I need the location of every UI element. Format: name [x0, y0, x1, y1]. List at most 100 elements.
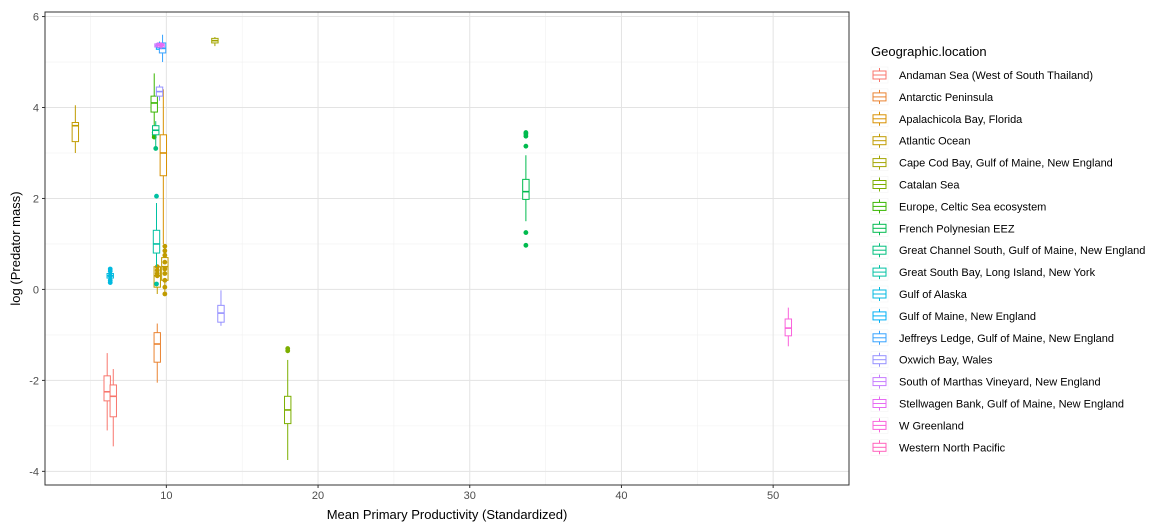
legend-item: Stellwagen Bank, Gulf of Maine, New Engl…: [870, 395, 1124, 412]
box-outlier-point: [523, 242, 529, 248]
box-plot-mark: [211, 37, 219, 47]
legend-item: Great South Bay, Long Island, New York: [870, 263, 1096, 281]
box-plot-mark: [153, 323, 161, 383]
y-tick-label: -4: [29, 466, 39, 478]
x-axis-title: Mean Primary Productivity (Standardized): [327, 507, 568, 522]
box-outlier-point: [158, 42, 164, 48]
legend-label: Europe, Celtic Sea ecosystem: [899, 201, 1046, 213]
box-plot-mark: [109, 369, 117, 447]
box-plot-mark: [106, 266, 114, 286]
legend-item: Andaman Sea (West of South Thailand): [870, 66, 1093, 84]
box-outlier-point: [523, 130, 529, 135]
legend-item: Gulf of Maine, New England: [870, 307, 1036, 325]
x-tick-label: 30: [464, 490, 476, 502]
x-tick-label: 40: [615, 490, 627, 502]
box-body: [71, 122, 80, 143]
y-tick-label: 0: [33, 284, 39, 296]
legend-label: Gulf of Alaska: [899, 289, 968, 301]
box-outlier-point: [162, 271, 168, 276]
box-plot-mark: [152, 121, 160, 151]
legend-label: French Polynesian EEZ: [899, 223, 1015, 235]
x-tick-label: 10: [160, 490, 172, 502]
box-plot-mark: [159, 89, 168, 244]
box-plot-mark: [158, 34, 167, 63]
box-outlier-point: [154, 193, 159, 199]
box-outlier-point: [162, 284, 168, 290]
box-outlier-point: [162, 248, 168, 254]
box-outlier-point: [153, 146, 159, 151]
legend-label: Western North Pacific: [899, 442, 1006, 454]
box-body: [103, 375, 111, 402]
box-outlier-point: [162, 291, 168, 297]
box-plot-mark: [522, 130, 530, 248]
box-body: [153, 332, 161, 363]
x-tick-label: 20: [312, 490, 324, 502]
box-body: [152, 229, 161, 254]
box-body: [522, 178, 530, 200]
box-plot-mark: [784, 307, 793, 347]
box-plot-mark: [161, 243, 169, 297]
legend-item: Western North Pacific: [870, 439, 1006, 456]
box-outlier-point: [523, 230, 529, 235]
legend-item: Gulf of Alaska: [870, 285, 968, 303]
legend-item: South of Marthas Vineyard, New England: [870, 373, 1101, 390]
box-plot-mark: [155, 84, 164, 101]
legend-item: Apalachicola Bay, Florida: [870, 110, 1023, 128]
x-tick-label: 50: [767, 490, 779, 502]
legend-label: Great South Bay, Long Island, New York: [899, 267, 1096, 279]
box-plot-mark: [103, 353, 111, 431]
legend-label: Great Channel South, Gulf of Maine, New …: [899, 245, 1145, 257]
legend-item: Cape Cod Bay, Gulf of Maine, New England: [870, 154, 1113, 171]
box-outlier-point: [154, 281, 159, 287]
legend-item: W Greenland: [870, 417, 964, 434]
box-outlier-point: [162, 243, 168, 249]
box-plot-mark: [152, 193, 161, 287]
legend-label: South of Marthas Vineyard, New England: [899, 377, 1101, 389]
legend-item: Great Channel South, Gulf of Maine, New …: [870, 241, 1145, 259]
legend-label: Atlantic Ocean: [899, 136, 971, 148]
legend-label: Catalan Sea: [899, 180, 960, 192]
legend-label: W Greenland: [899, 420, 964, 432]
legend-label: Cape Cod Bay, Gulf of Maine, New England: [899, 158, 1113, 170]
box-outlier-point: [107, 266, 113, 272]
legend-title: Geographic.location: [871, 44, 987, 59]
box-outlier-point: [107, 277, 113, 283]
y-tick-label: 4: [33, 103, 39, 115]
legend-label: Andaman Sea (West of South Thailand): [899, 70, 1093, 82]
box-outlier-point: [162, 266, 168, 272]
box-body: [159, 134, 168, 177]
box-outlier-point: [162, 252, 168, 258]
legend-item: Antarctic Peninsula: [870, 88, 994, 106]
box-body: [150, 95, 158, 113]
y-axis-title: log (Predator mass): [8, 191, 23, 305]
box-outlier-point: [107, 273, 113, 279]
box-plot-mark: [217, 290, 225, 326]
legend: Geographic.location Andaman Sea (West of…: [870, 44, 1145, 456]
box-body: [109, 384, 117, 418]
box-outlier-point: [162, 277, 168, 283]
legend-label: Oxwich Bay, Wales: [899, 355, 993, 367]
box-plot-mark: [284, 346, 292, 460]
box-outlier-point: [154, 267, 160, 273]
y-tick-label: 6: [33, 12, 39, 24]
legend-label: Jeffreys Ledge, Gulf of Maine, New Engla…: [899, 333, 1114, 345]
box-plot-mark: [157, 42, 165, 50]
plot-marks: [71, 34, 793, 460]
box-outlier-point: [162, 259, 168, 265]
legend-label: Apalachicola Bay, Florida: [899, 114, 1023, 126]
y-tick-label: 2: [33, 193, 39, 205]
box-plot-mark: [71, 105, 80, 153]
box-outlier-point: [285, 348, 291, 354]
legend-item: Europe, Celtic Sea ecosystem: [870, 198, 1046, 215]
axis-ticks: 10 20 30 40 50 -4 -2 0 2 4 6: [29, 12, 779, 502]
legend-item: Jeffreys Ledge, Gulf of Maine, New Engla…: [870, 329, 1114, 347]
legend-label: Gulf of Maine, New England: [899, 311, 1036, 323]
legend-item: Oxwich Bay, Wales: [870, 351, 993, 368]
box-outlier-point: [523, 143, 529, 149]
plot-panel-border: [44, 11, 850, 486]
legend-label: Stellwagen Bank, Gulf of Maine, New Engl…: [899, 399, 1124, 411]
legend-item: Atlantic Ocean: [870, 132, 971, 149]
legend-item: French Polynesian EEZ: [870, 220, 1015, 237]
legend-item: Catalan Sea: [870, 176, 960, 193]
